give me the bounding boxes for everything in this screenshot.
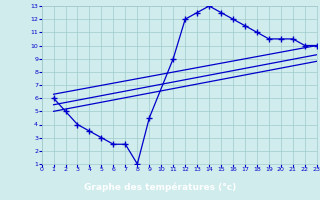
Text: Graphe des températures (°c): Graphe des températures (°c)	[84, 183, 236, 192]
